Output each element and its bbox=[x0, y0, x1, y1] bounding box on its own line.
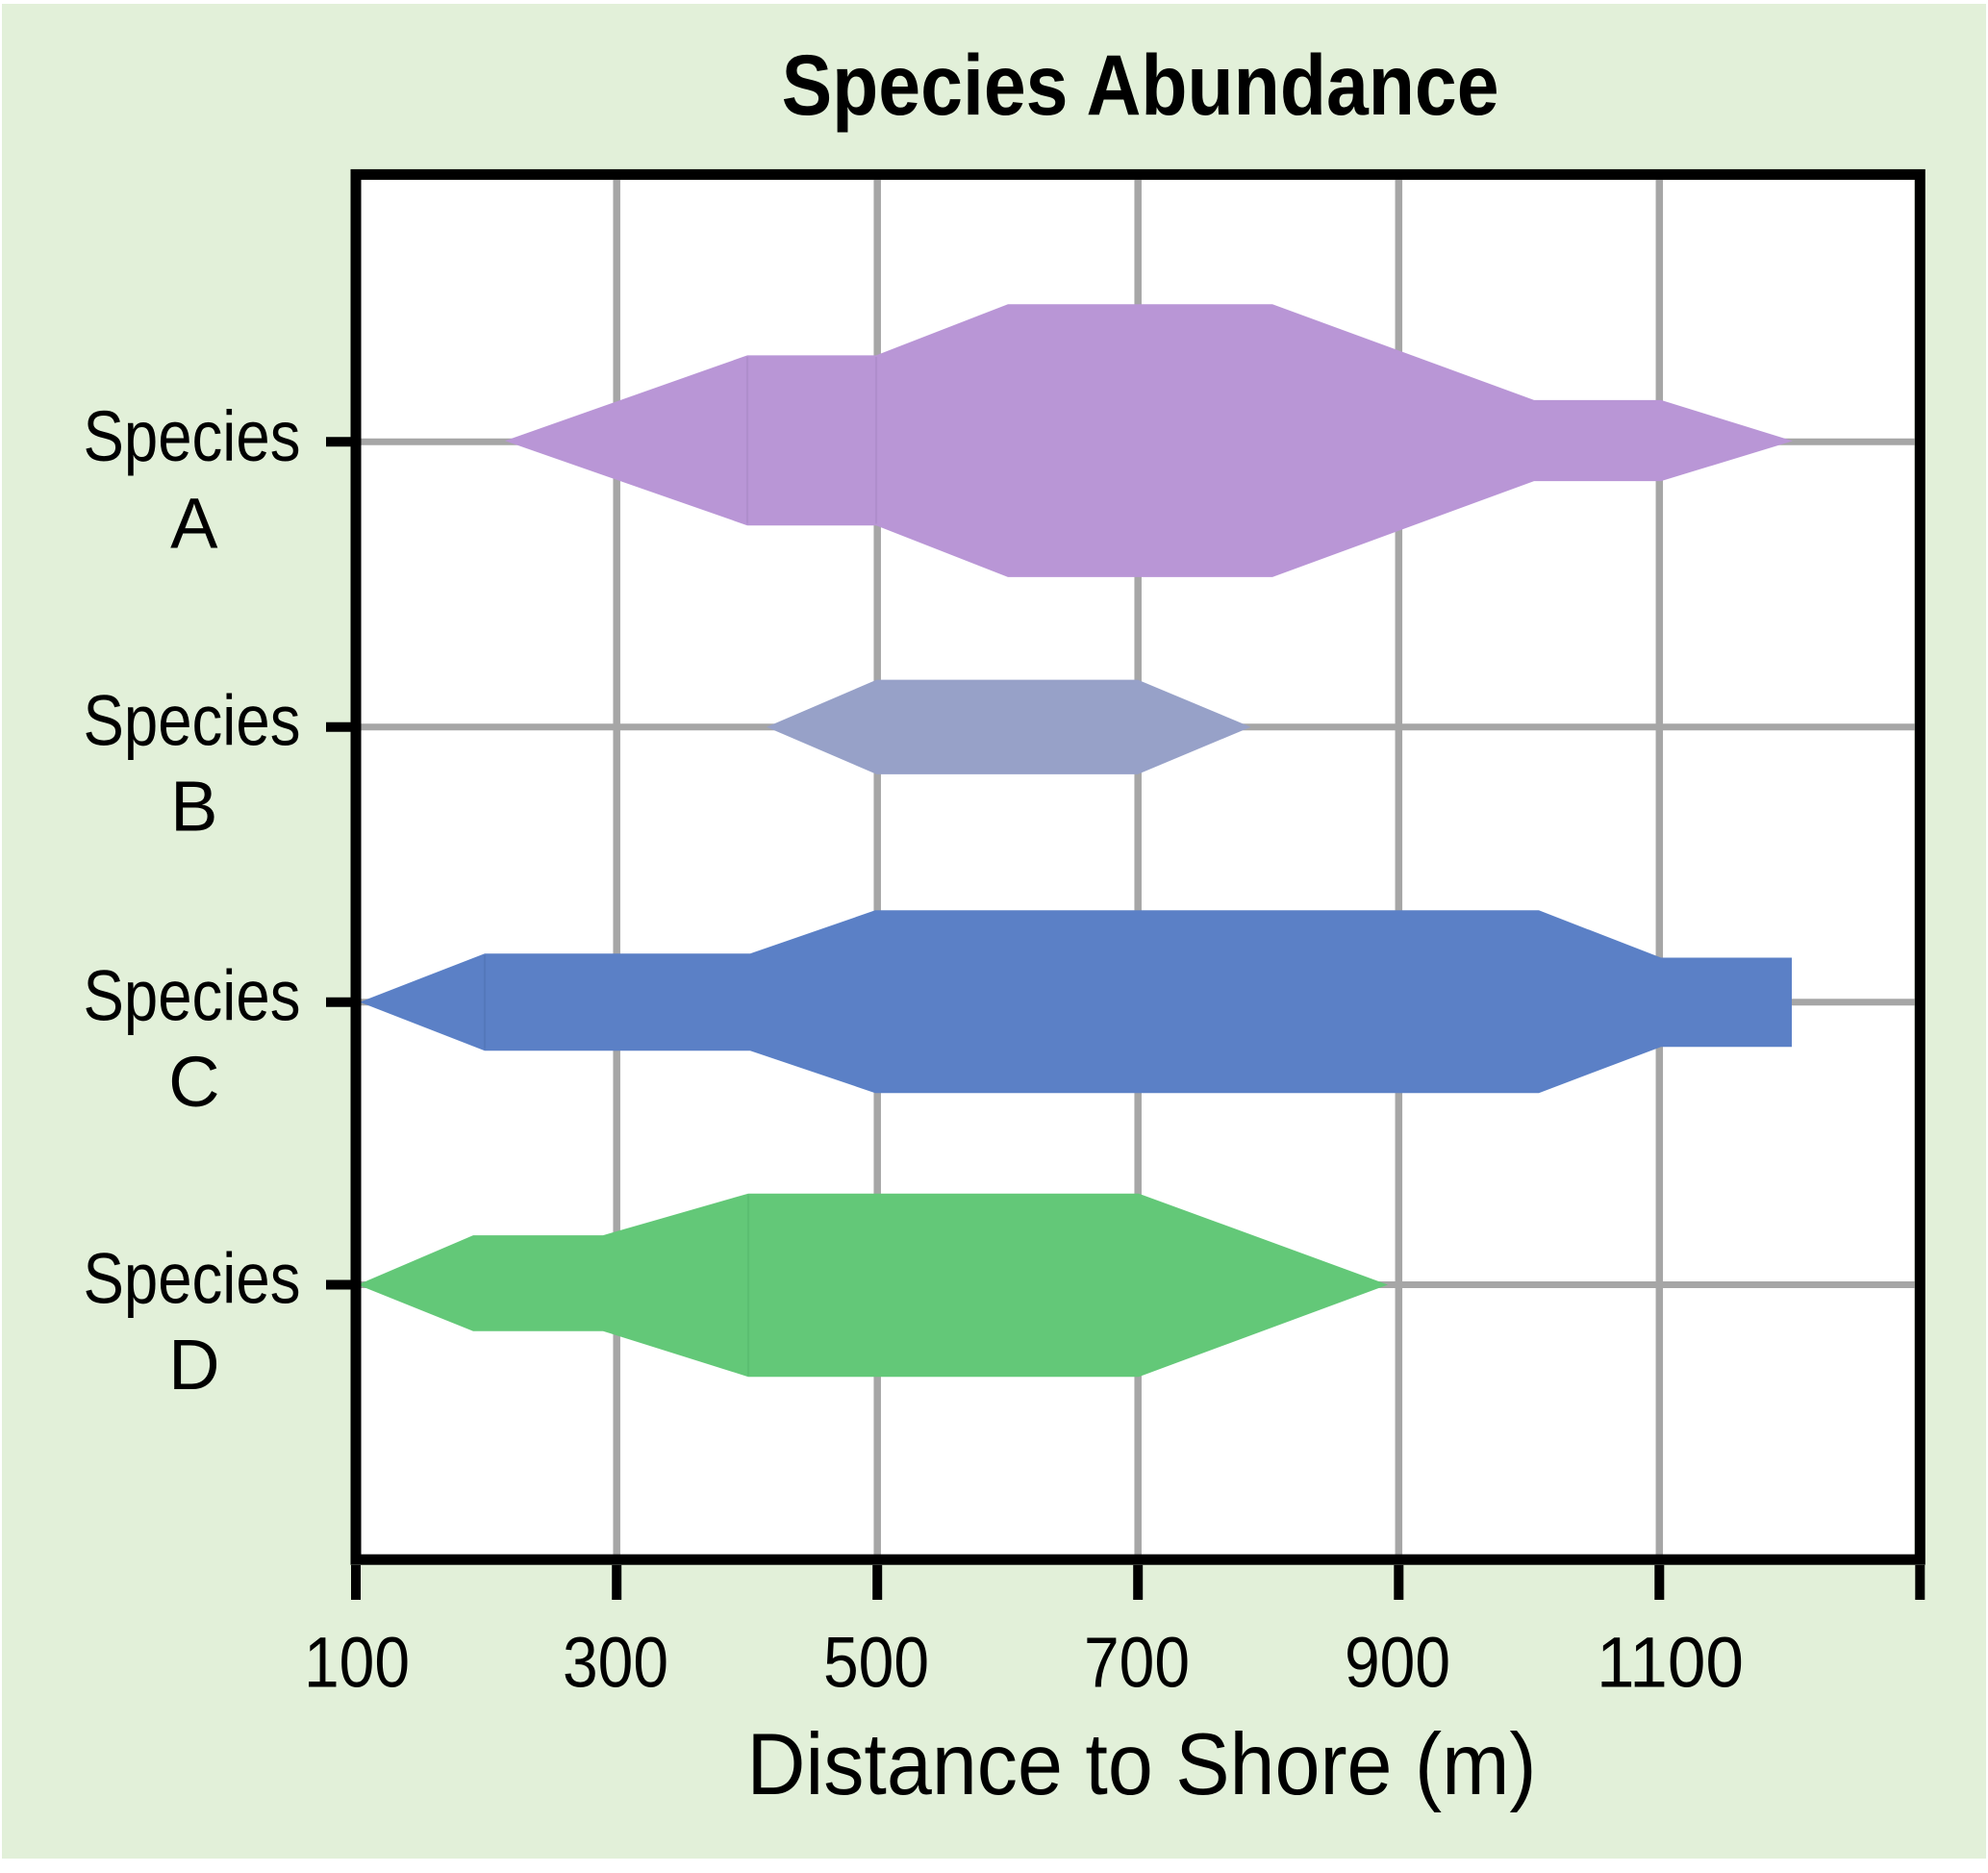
svg-text:900: 900 bbox=[1345, 1623, 1450, 1703]
svg-text:100: 100 bbox=[304, 1623, 410, 1703]
svg-text:1100: 1100 bbox=[1597, 1623, 1744, 1703]
svg-text:B: B bbox=[170, 767, 217, 847]
svg-text:Species Abundance: Species Abundance bbox=[782, 37, 1499, 133]
svg-text:Distance to Shore (m): Distance to Shore (m) bbox=[747, 1716, 1537, 1813]
svg-text:500: 500 bbox=[823, 1623, 929, 1703]
svg-text:Species: Species bbox=[84, 681, 301, 761]
svg-text:A: A bbox=[170, 484, 218, 564]
svg-text:Species: Species bbox=[84, 1239, 301, 1319]
svg-text:Species: Species bbox=[84, 396, 301, 476]
svg-text:Species: Species bbox=[84, 956, 301, 1036]
svg-text:C: C bbox=[168, 1042, 219, 1122]
svg-text:300: 300 bbox=[563, 1623, 668, 1703]
svg-text:700: 700 bbox=[1084, 1623, 1190, 1703]
svg-text:D: D bbox=[168, 1325, 219, 1405]
